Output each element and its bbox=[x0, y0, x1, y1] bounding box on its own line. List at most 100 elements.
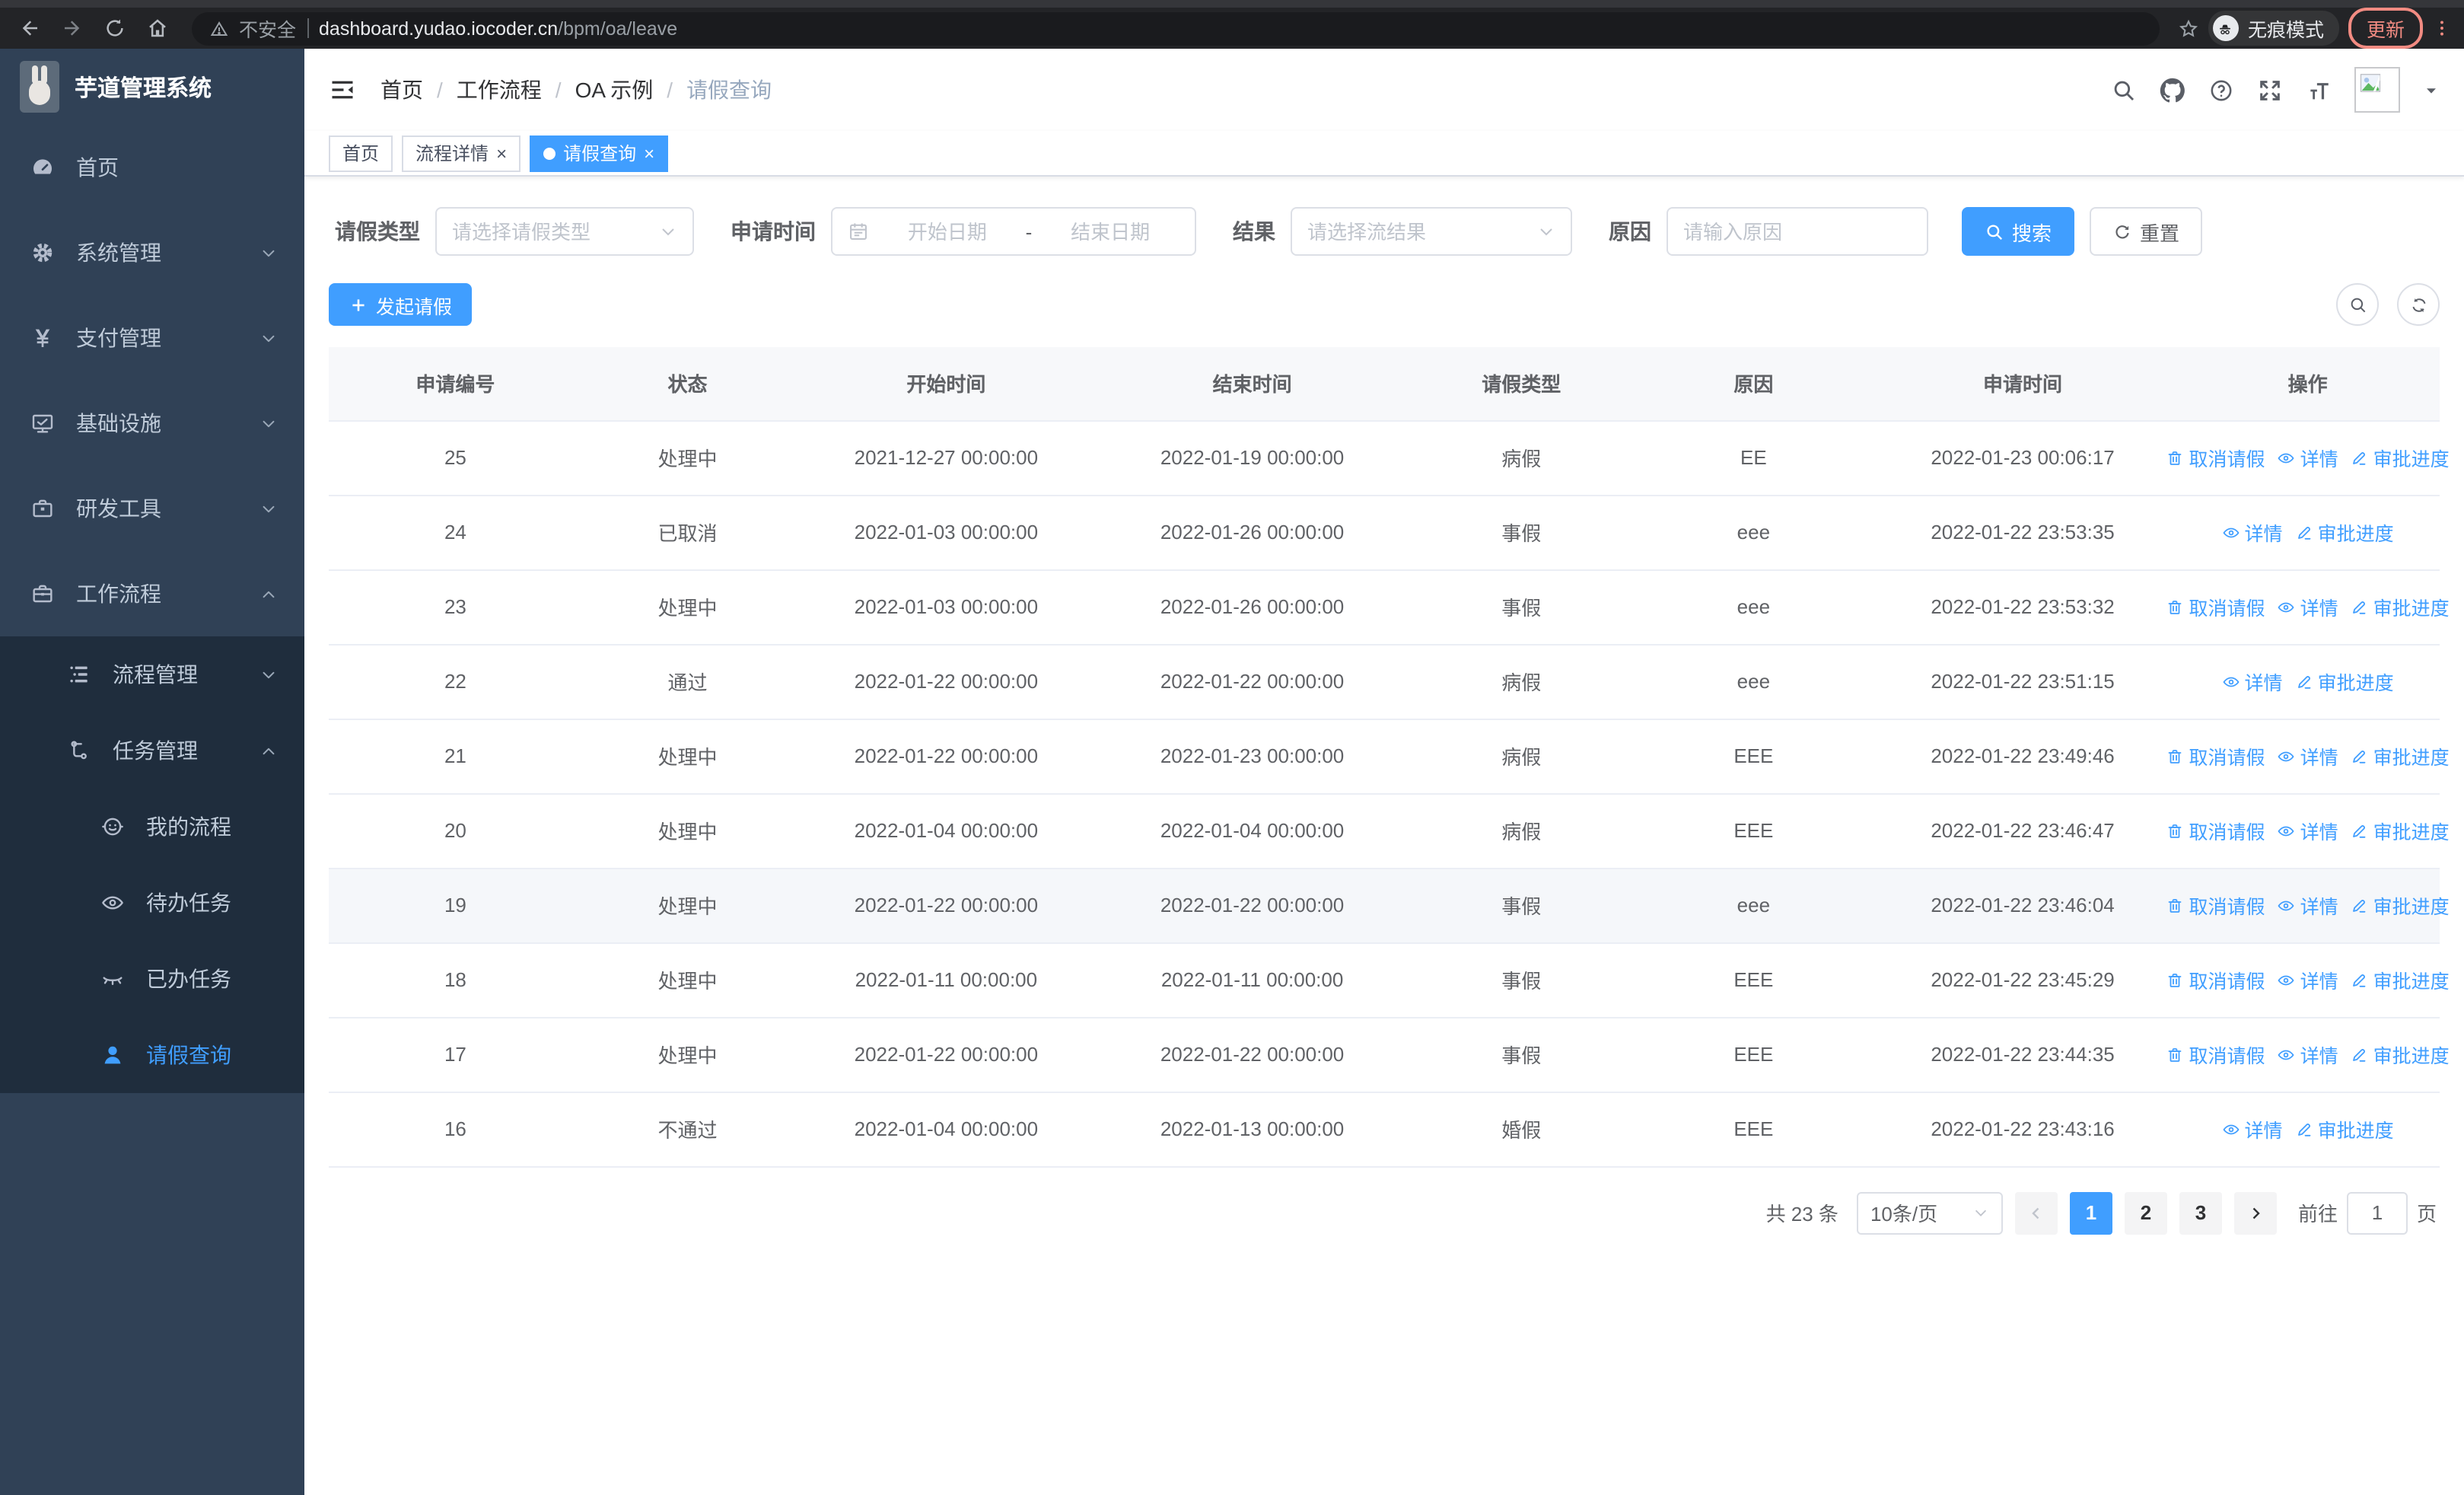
eye-icon bbox=[2278, 971, 2296, 989]
detail-action-link[interactable]: 详情 bbox=[2278, 741, 2338, 770]
table-cell: 2022-01-22 00:00:00 bbox=[1099, 868, 1405, 943]
cancel-action-link[interactable]: 取消请假 bbox=[2166, 816, 2265, 845]
reload-icon[interactable] bbox=[97, 11, 131, 45]
sidebar-item-system[interactable]: 系统管理 bbox=[0, 210, 304, 295]
help-icon[interactable] bbox=[2208, 77, 2234, 103]
next-page-button[interactable] bbox=[2233, 1191, 2277, 1234]
home-icon[interactable] bbox=[140, 11, 173, 45]
cancel-action-link[interactable]: 取消请假 bbox=[2166, 443, 2265, 472]
back-icon[interactable] bbox=[12, 11, 46, 45]
menu-fold-icon[interactable] bbox=[329, 76, 356, 104]
page-button-3[interactable]: 3 bbox=[2179, 1191, 2222, 1234]
sidebar-item-task-mgmt[interactable]: 任务管理 bbox=[0, 712, 304, 789]
cancel-action-link[interactable]: 取消请假 bbox=[2166, 1040, 2265, 1069]
reset-button[interactable]: 重置 bbox=[2090, 207, 2203, 256]
refresh-table-icon[interactable] bbox=[2397, 283, 2440, 326]
detail-action-link[interactable]: 详情 bbox=[2278, 1040, 2338, 1069]
sidebar-item-process-mgmt[interactable]: 流程管理 bbox=[0, 636, 304, 712]
progress-action-link[interactable]: 审批进度 bbox=[2351, 891, 2450, 920]
sidebar-item-home[interactable]: 首页 bbox=[0, 125, 304, 210]
progress-action-link[interactable]: 审批进度 bbox=[2351, 1040, 2450, 1069]
sidebar-item-devtools[interactable]: 研发工具 bbox=[0, 466, 304, 551]
header-bar: 首页 / 工作流程 / OA 示例 / 请假查询 bbox=[304, 49, 2464, 131]
progress-action-link[interactable]: 审批进度 bbox=[2351, 816, 2450, 845]
date-separator: - bbox=[1025, 220, 1033, 243]
goto-page-input[interactable] bbox=[2346, 1191, 2408, 1234]
sidebar-item-infra[interactable]: 基础设施 bbox=[0, 381, 304, 466]
close-icon[interactable]: × bbox=[644, 142, 655, 164]
sidebar-item-leave-query[interactable]: 请假查询 bbox=[0, 1017, 304, 1093]
detail-action-link[interactable]: 详情 bbox=[2278, 891, 2338, 920]
app-logo-row[interactable]: 芋道管理系统 bbox=[0, 49, 304, 125]
apply-time-range-picker[interactable]: - bbox=[831, 207, 1196, 256]
reason-input[interactable] bbox=[1667, 207, 1928, 256]
page-button-1[interactable]: 1 bbox=[2069, 1191, 2112, 1234]
cancel-action-link[interactable]: 取消请假 bbox=[2166, 965, 2265, 994]
progress-action-link[interactable]: 审批进度 bbox=[2351, 741, 2450, 770]
cancel-action-link[interactable]: 取消请假 bbox=[2166, 592, 2265, 621]
close-icon[interactable]: × bbox=[496, 142, 508, 164]
progress-action-link[interactable]: 审批进度 bbox=[2351, 965, 2450, 994]
browser-chrome: 不安全 dashboard.yudao.iocoder.cn/bpm/oa/le… bbox=[0, 0, 2464, 49]
progress-action-link[interactable]: 审批进度 bbox=[2295, 667, 2394, 696]
sidebar-item-done-task[interactable]: 已办任务 bbox=[0, 941, 304, 1017]
forward-icon[interactable] bbox=[55, 11, 88, 45]
sidebar-item-my-process[interactable]: 我的流程 bbox=[0, 789, 304, 865]
progress-action-link[interactable]: 审批进度 bbox=[2351, 592, 2450, 621]
progress-action-link[interactable]: 审批进度 bbox=[2351, 443, 2450, 472]
sidebar-item-payment[interactable]: 支付管理 bbox=[0, 295, 304, 381]
progress-action-link[interactable]: 审批进度 bbox=[2295, 518, 2394, 547]
chevron-down-icon[interactable] bbox=[2423, 81, 2440, 98]
search-icon bbox=[1985, 222, 2004, 241]
leave-type-select[interactable] bbox=[435, 207, 694, 256]
breadcrumb-item[interactable]: OA 示例 bbox=[575, 78, 654, 102]
detail-action-link[interactable]: 详情 bbox=[2278, 816, 2338, 845]
browser-menu-icon[interactable] bbox=[2432, 18, 2452, 38]
detail-action-link[interactable]: 详情 bbox=[2278, 965, 2338, 994]
bookmark-star-icon[interactable] bbox=[2178, 18, 2199, 39]
tab-流程详情[interactable]: 流程详情 × bbox=[402, 135, 521, 171]
detail-action-link[interactable]: 详情 bbox=[2222, 1114, 2283, 1143]
end-date-input bbox=[1041, 220, 1179, 243]
detail-action-link[interactable]: 详情 bbox=[2222, 518, 2283, 547]
table-cell: 2022-01-26 00:00:00 bbox=[1099, 569, 1405, 645]
search-icon[interactable] bbox=[2111, 77, 2137, 103]
url-text[interactable]: dashboard.yudao.iocoder.cn/bpm/oa/leave bbox=[319, 18, 678, 39]
logo-image bbox=[20, 61, 59, 113]
tab-请假查询[interactable]: 请假查询 × bbox=[530, 135, 669, 171]
breadcrumb-item[interactable]: 工作流程 bbox=[456, 78, 542, 102]
detail-action-link[interactable]: 详情 bbox=[2222, 667, 2283, 696]
fullscreen-icon[interactable] bbox=[2257, 77, 2283, 103]
toggle-search-icon[interactable] bbox=[2336, 283, 2379, 326]
table-row: 20 处理中 2022-01-04 00:00:00 2022-01-04 00:00… bbox=[329, 793, 2450, 869]
breadcrumb-item[interactable]: 首页 bbox=[380, 78, 423, 102]
page-unit: 页 bbox=[2416, 1203, 2437, 1226]
avatar[interactable] bbox=[2354, 67, 2400, 113]
font-size-icon[interactable] bbox=[2306, 77, 2332, 103]
page-button-2[interactable]: 2 bbox=[2124, 1191, 2167, 1234]
cancel-action-link[interactable]: 取消请假 bbox=[2166, 741, 2265, 770]
table-cell: 2022-01-04 00:00:00 bbox=[793, 793, 1100, 869]
security-label[interactable]: 不安全 bbox=[239, 20, 297, 41]
result-select[interactable] bbox=[1291, 207, 1572, 256]
sidebar-item-todo-task[interactable]: 待办任务 bbox=[0, 865, 304, 941]
github-icon[interactable] bbox=[2160, 77, 2185, 103]
cancel-action-link[interactable]: 取消请假 bbox=[2166, 891, 2265, 920]
progress-action-link[interactable]: 审批进度 bbox=[2295, 1114, 2394, 1143]
user-icon bbox=[100, 1043, 125, 1067]
detail-action-link[interactable]: 详情 bbox=[2278, 443, 2338, 472]
sidebar-item-workflow[interactable]: 工作流程 bbox=[0, 551, 304, 636]
prev-page-button[interactable] bbox=[2014, 1191, 2058, 1234]
page-size-select[interactable]: 10条/页 bbox=[1856, 1191, 2003, 1234]
update-button[interactable]: 更新 bbox=[2348, 8, 2423, 49]
incognito-icon bbox=[2212, 15, 2239, 41]
url-bar[interactable]: 不安全 dashboard.yudao.iocoder.cn/bpm/oa/le… bbox=[192, 11, 2160, 45]
create-leave-button[interactable]: 发起请假 bbox=[329, 283, 473, 326]
window-frame bbox=[0, 0, 2464, 8]
search-button[interactable]: 搜索 bbox=[1962, 207, 2075, 256]
detail-action-link[interactable]: 详情 bbox=[2278, 592, 2338, 621]
sidebar-menu: 首页 系统管理 支付管理 基础设施 研发工具 工作流程 流程管理 任务管理 我的流程 待办任务 已办… bbox=[0, 125, 304, 1093]
table-cell: 21 bbox=[329, 719, 582, 794]
active-dot bbox=[543, 147, 556, 159]
tab-首页[interactable]: 首页 bbox=[329, 135, 393, 171]
